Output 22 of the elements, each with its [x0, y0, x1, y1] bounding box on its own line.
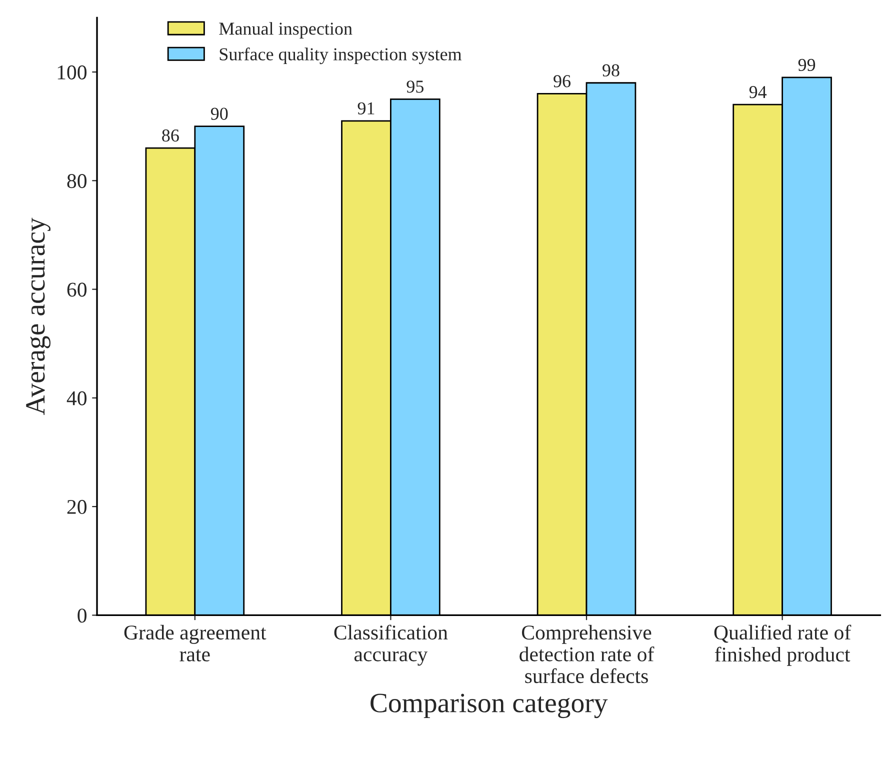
legend-label: Manual inspection [219, 22, 352, 38]
y-tick-label: 100 [58, 65, 86, 80]
y-axis-title: Average accuracy [26, 218, 50, 415]
x-tick-label: Grade agreement rate [124, 624, 266, 662]
data-label: 99 [798, 58, 816, 71]
data-label: 94 [749, 86, 767, 98]
data-label: 98 [602, 64, 620, 76]
x-tick-label: Qualified rate of finished product [714, 624, 852, 666]
data-label: 96 [554, 75, 571, 88]
y-tick-label: 0 [78, 608, 86, 623]
data-label: 90 [210, 108, 228, 120]
y-tick-label: 20 [67, 500, 86, 514]
x-tick-label: Classification accuracy [334, 624, 448, 666]
legend-label: Surface quality inspection system [220, 48, 462, 64]
data-label: 86 [162, 129, 179, 142]
x-axis-title: Comparison category [370, 694, 608, 718]
y-tick-label: 80 [67, 174, 86, 188]
y-tick-label: 60 [67, 282, 86, 297]
x-tick-label: Comprehensive detection rate of surface defects [520, 624, 654, 684]
y-tick-label: 40 [66, 391, 86, 406]
data-label: 95 [406, 80, 424, 93]
data-label: 91 [358, 102, 374, 114]
